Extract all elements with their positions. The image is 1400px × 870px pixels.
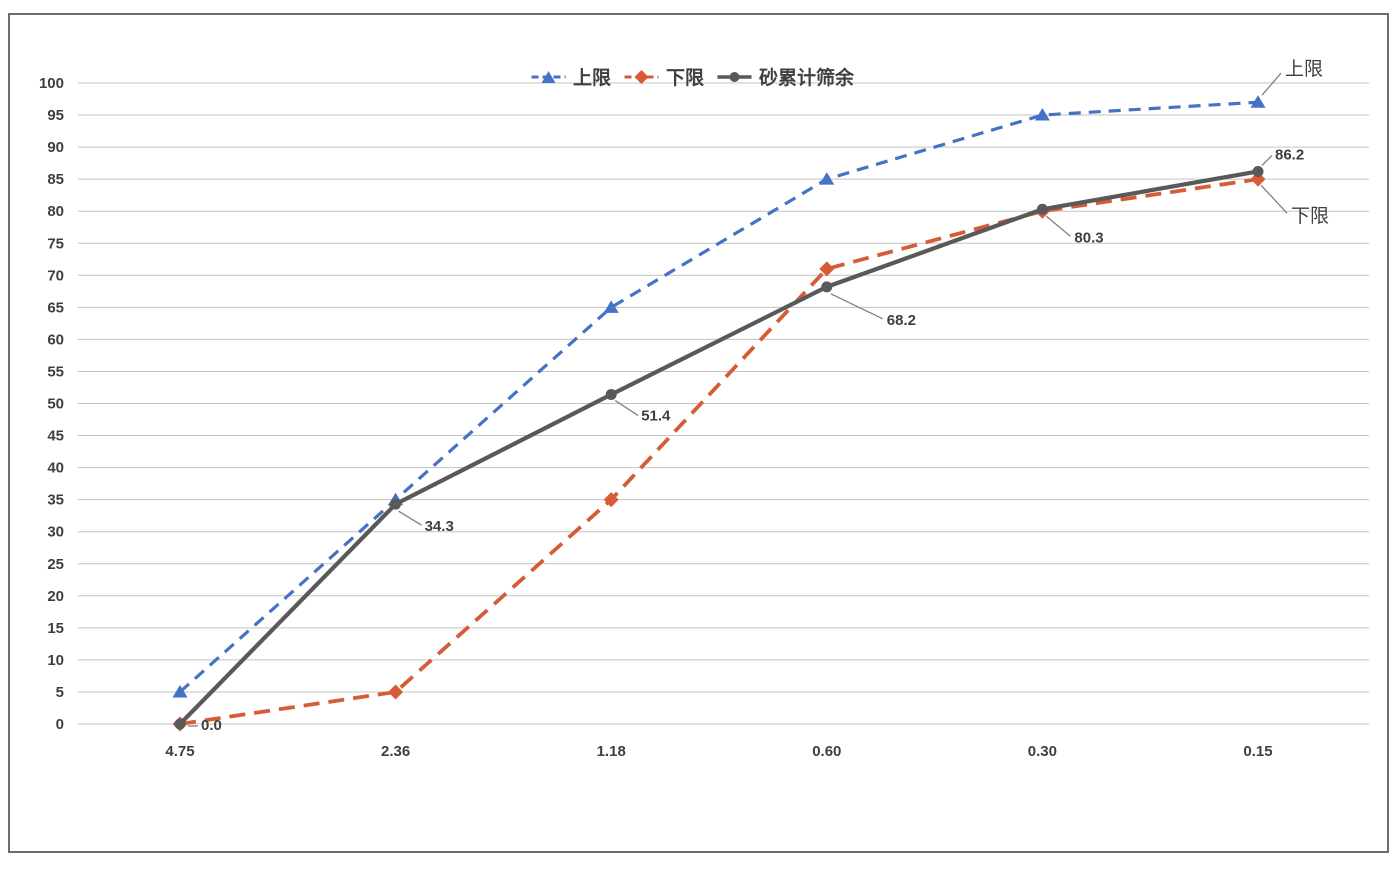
x-axis-category-label: 0.15 bbox=[1243, 743, 1272, 760]
legend-marker-sand-residue-icon bbox=[717, 71, 752, 82]
legend-item-lower-limit[interactable]: 下限 bbox=[623, 63, 704, 90]
legend-label-upper-limit: 上限 bbox=[572, 68, 612, 89]
y-axis-tick-label: 30 bbox=[47, 524, 64, 541]
data-point-marker-circle bbox=[1036, 203, 1048, 215]
data-point-label: 51.4 bbox=[641, 408, 671, 425]
legend-label-lower-limit: 下限 bbox=[666, 68, 705, 89]
y-axis-tick-label: 5 bbox=[56, 684, 64, 701]
data-point-marker-diamond bbox=[603, 492, 619, 508]
y-axis-tick-label: 60 bbox=[47, 331, 64, 348]
annotation-leader-line bbox=[1260, 184, 1288, 214]
chart-frame: 0 5 10 15 20 25 30 35 40 45 50 55 60 65 70 75 80 85 90 95 10… bbox=[8, 13, 1389, 853]
y-axis-tick-label: 40 bbox=[47, 460, 64, 477]
data-point-marker-triangle bbox=[1034, 108, 1050, 121]
data-point-marker-circle bbox=[390, 498, 402, 510]
data-point-marker-triangle bbox=[819, 172, 835, 185]
x-axis-category-label: 0.30 bbox=[1028, 743, 1057, 760]
data-point-label: 0.0 bbox=[201, 717, 222, 734]
annotation-leader-line bbox=[1261, 72, 1282, 96]
data-point-marker-triangle bbox=[603, 300, 619, 313]
y-axis-tick-label: 80 bbox=[47, 203, 64, 220]
y-axis-tick-label: 20 bbox=[47, 588, 64, 605]
label-leader-line bbox=[1045, 215, 1071, 237]
y-axis-tick-label: 90 bbox=[47, 139, 64, 156]
y-axis-tick-label: 35 bbox=[47, 492, 64, 509]
label-leader-line bbox=[614, 399, 639, 417]
legend-marker-upper-limit-icon bbox=[530, 70, 565, 83]
series-line-2 bbox=[178, 169, 1259, 726]
x-axis-category-label: 4.75 bbox=[165, 743, 194, 760]
y-axis-tick-label: 55 bbox=[47, 363, 64, 380]
label-leader-line bbox=[830, 293, 884, 320]
y-axis-tick-label: 50 bbox=[47, 396, 64, 413]
data-point-marker-diamond bbox=[388, 684, 404, 700]
grading-curve-chart: 0 5 10 15 20 25 30 35 40 45 50 55 60 65 70 75 80 85 90 95 10… bbox=[39, 58, 1369, 760]
series-annotation: 上限 bbox=[1285, 58, 1323, 80]
data-point-marker-circle bbox=[1252, 165, 1264, 177]
data-point-marker-circle bbox=[605, 389, 617, 401]
y-axis-tick-label: 85 bbox=[47, 171, 64, 188]
y-axis-tick-label: 0 bbox=[56, 716, 64, 733]
data-point-label: 80.3 bbox=[1074, 229, 1103, 246]
series-line-0 bbox=[178, 100, 1259, 694]
x-axis-category-label: 2.36 bbox=[381, 743, 410, 760]
label-leader-line bbox=[398, 510, 422, 526]
y-axis-tick-label: 95 bbox=[47, 107, 64, 124]
data-point-marker-triangle bbox=[172, 684, 188, 698]
x-axis-category-label: 1.18 bbox=[597, 743, 626, 760]
y-axis-tick-label: 25 bbox=[47, 556, 64, 573]
y-axis-tick-label: 15 bbox=[47, 620, 64, 637]
series-annotation: 下限 bbox=[1291, 205, 1329, 227]
data-point-label: 34.3 bbox=[425, 518, 454, 535]
y-axis-tick-label: 45 bbox=[47, 428, 64, 445]
series-line-1 bbox=[179, 177, 1259, 726]
data-point-label: 86.2 bbox=[1275, 146, 1304, 163]
y-axis-tick-label: 70 bbox=[47, 267, 64, 284]
data-point-label: 68.2 bbox=[887, 312, 916, 329]
x-axis-category-label: 0.60 bbox=[812, 743, 841, 760]
y-axis-tick-label: 100 bbox=[39, 75, 64, 92]
label-leader-line bbox=[1261, 154, 1273, 166]
data-point-marker-circle bbox=[174, 718, 186, 730]
data-point-marker-triangle bbox=[1250, 95, 1266, 108]
chart-legend: 上限 下限 砂累计筛余 bbox=[530, 63, 854, 90]
data-point-marker-circle bbox=[821, 281, 833, 293]
y-axis-tick-label: 10 bbox=[47, 652, 64, 669]
data-point-marker-diamond bbox=[819, 261, 835, 277]
legend-item-upper-limit[interactable]: 上限 bbox=[530, 63, 611, 90]
y-axis-tick-label: 65 bbox=[47, 299, 64, 316]
legend-item-sand-residue[interactable]: 砂累计筛余 bbox=[716, 63, 854, 90]
legend-label-sand-residue: 砂累计筛余 bbox=[759, 68, 855, 89]
y-axis-tick-label: 75 bbox=[47, 235, 64, 252]
legend-marker-lower-limit-icon bbox=[624, 69, 659, 84]
